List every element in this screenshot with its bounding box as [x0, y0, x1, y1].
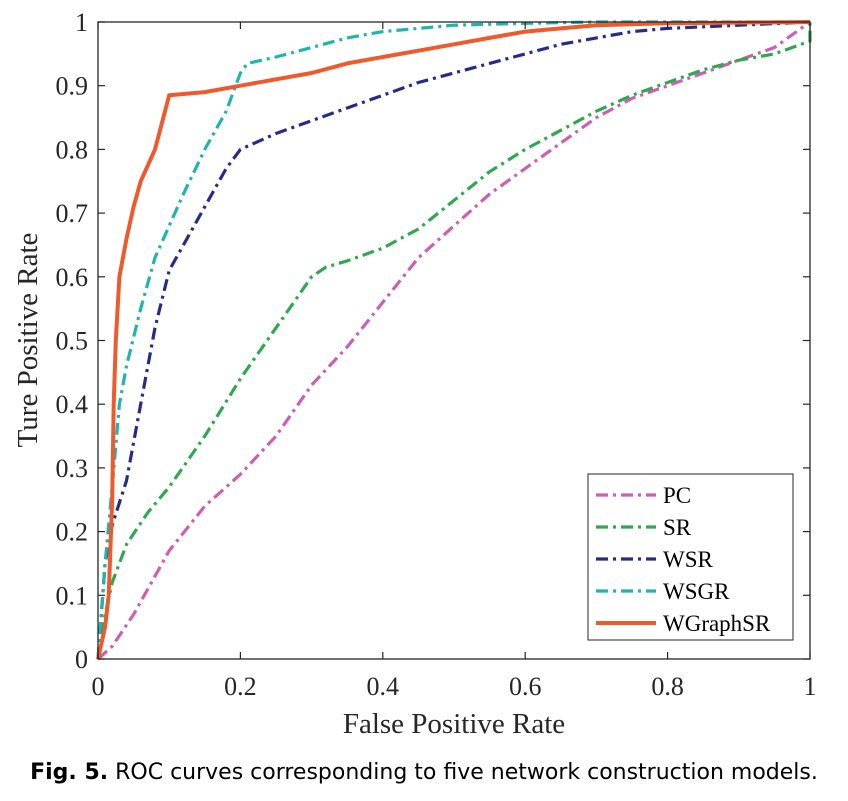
x-tick-label: 0.8 — [651, 672, 684, 701]
y-tick-label: 0.1 — [56, 581, 89, 610]
legend-label-pc: PC — [663, 483, 691, 508]
figure-caption: Fig. 5. ROC curves corresponding to five… — [0, 760, 848, 785]
legend-label-wsgr: WSGR — [663, 579, 730, 604]
caption-label: Fig. 5. — [30, 760, 109, 785]
x-tick-label: 0 — [92, 672, 105, 701]
legend-box — [587, 473, 794, 641]
series-line-wgraphsr — [96, 20, 811, 660]
legend-label-sr: SR — [663, 515, 692, 540]
y-tick-label: 0.3 — [56, 454, 89, 483]
series-line-sr — [96, 22, 812, 660]
series-line-pc — [96, 20, 811, 661]
curves-group — [96, 20, 812, 661]
y-axis-title: Ture Positive Rate — [12, 233, 44, 448]
legend-label-wgraphsr: WGraphSR — [663, 611, 771, 636]
y-tick-label: 0.4 — [56, 390, 89, 419]
x-tick-label: 1 — [804, 672, 817, 701]
x-tick-label: 0.4 — [367, 672, 400, 701]
legend: PC SR WSR WSGR WGraphSR — [587, 473, 794, 641]
y-tick-label: 1 — [75, 8, 88, 37]
ticks-group: 0 0.2 0.4 0.6 0.8 1 0 0.1 0.2 0.3 0.4 0.5 0.6 0.7 0.8 0… — [56, 8, 817, 701]
y-tick-label: 0 — [75, 645, 88, 674]
x-axis-title: False Positive Rate — [343, 708, 565, 740]
caption-text: ROC curves corresponding to five network… — [115, 760, 818, 785]
x-tick-label: 0.6 — [509, 672, 542, 701]
y-tick-label: 0.9 — [56, 72, 89, 101]
series-line-wsr — [96, 20, 811, 660]
x-tick-label: 0.2 — [224, 672, 257, 701]
y-tick-label: 0.8 — [56, 135, 89, 164]
y-tick-label: 0.6 — [56, 263, 89, 292]
series-line-wsgr — [96, 20, 810, 660]
legend-label-wsr: WSR — [663, 547, 714, 572]
y-tick-label: 0.5 — [56, 327, 89, 356]
y-tick-label: 0.7 — [56, 199, 89, 228]
y-tick-label: 0.2 — [56, 518, 89, 547]
roc-chart: 0 0.2 0.4 0.6 0.8 1 0 0.1 0.2 0.3 0.4 0.5 0.6 0.7 0.8 0… — [12, 8, 817, 740]
